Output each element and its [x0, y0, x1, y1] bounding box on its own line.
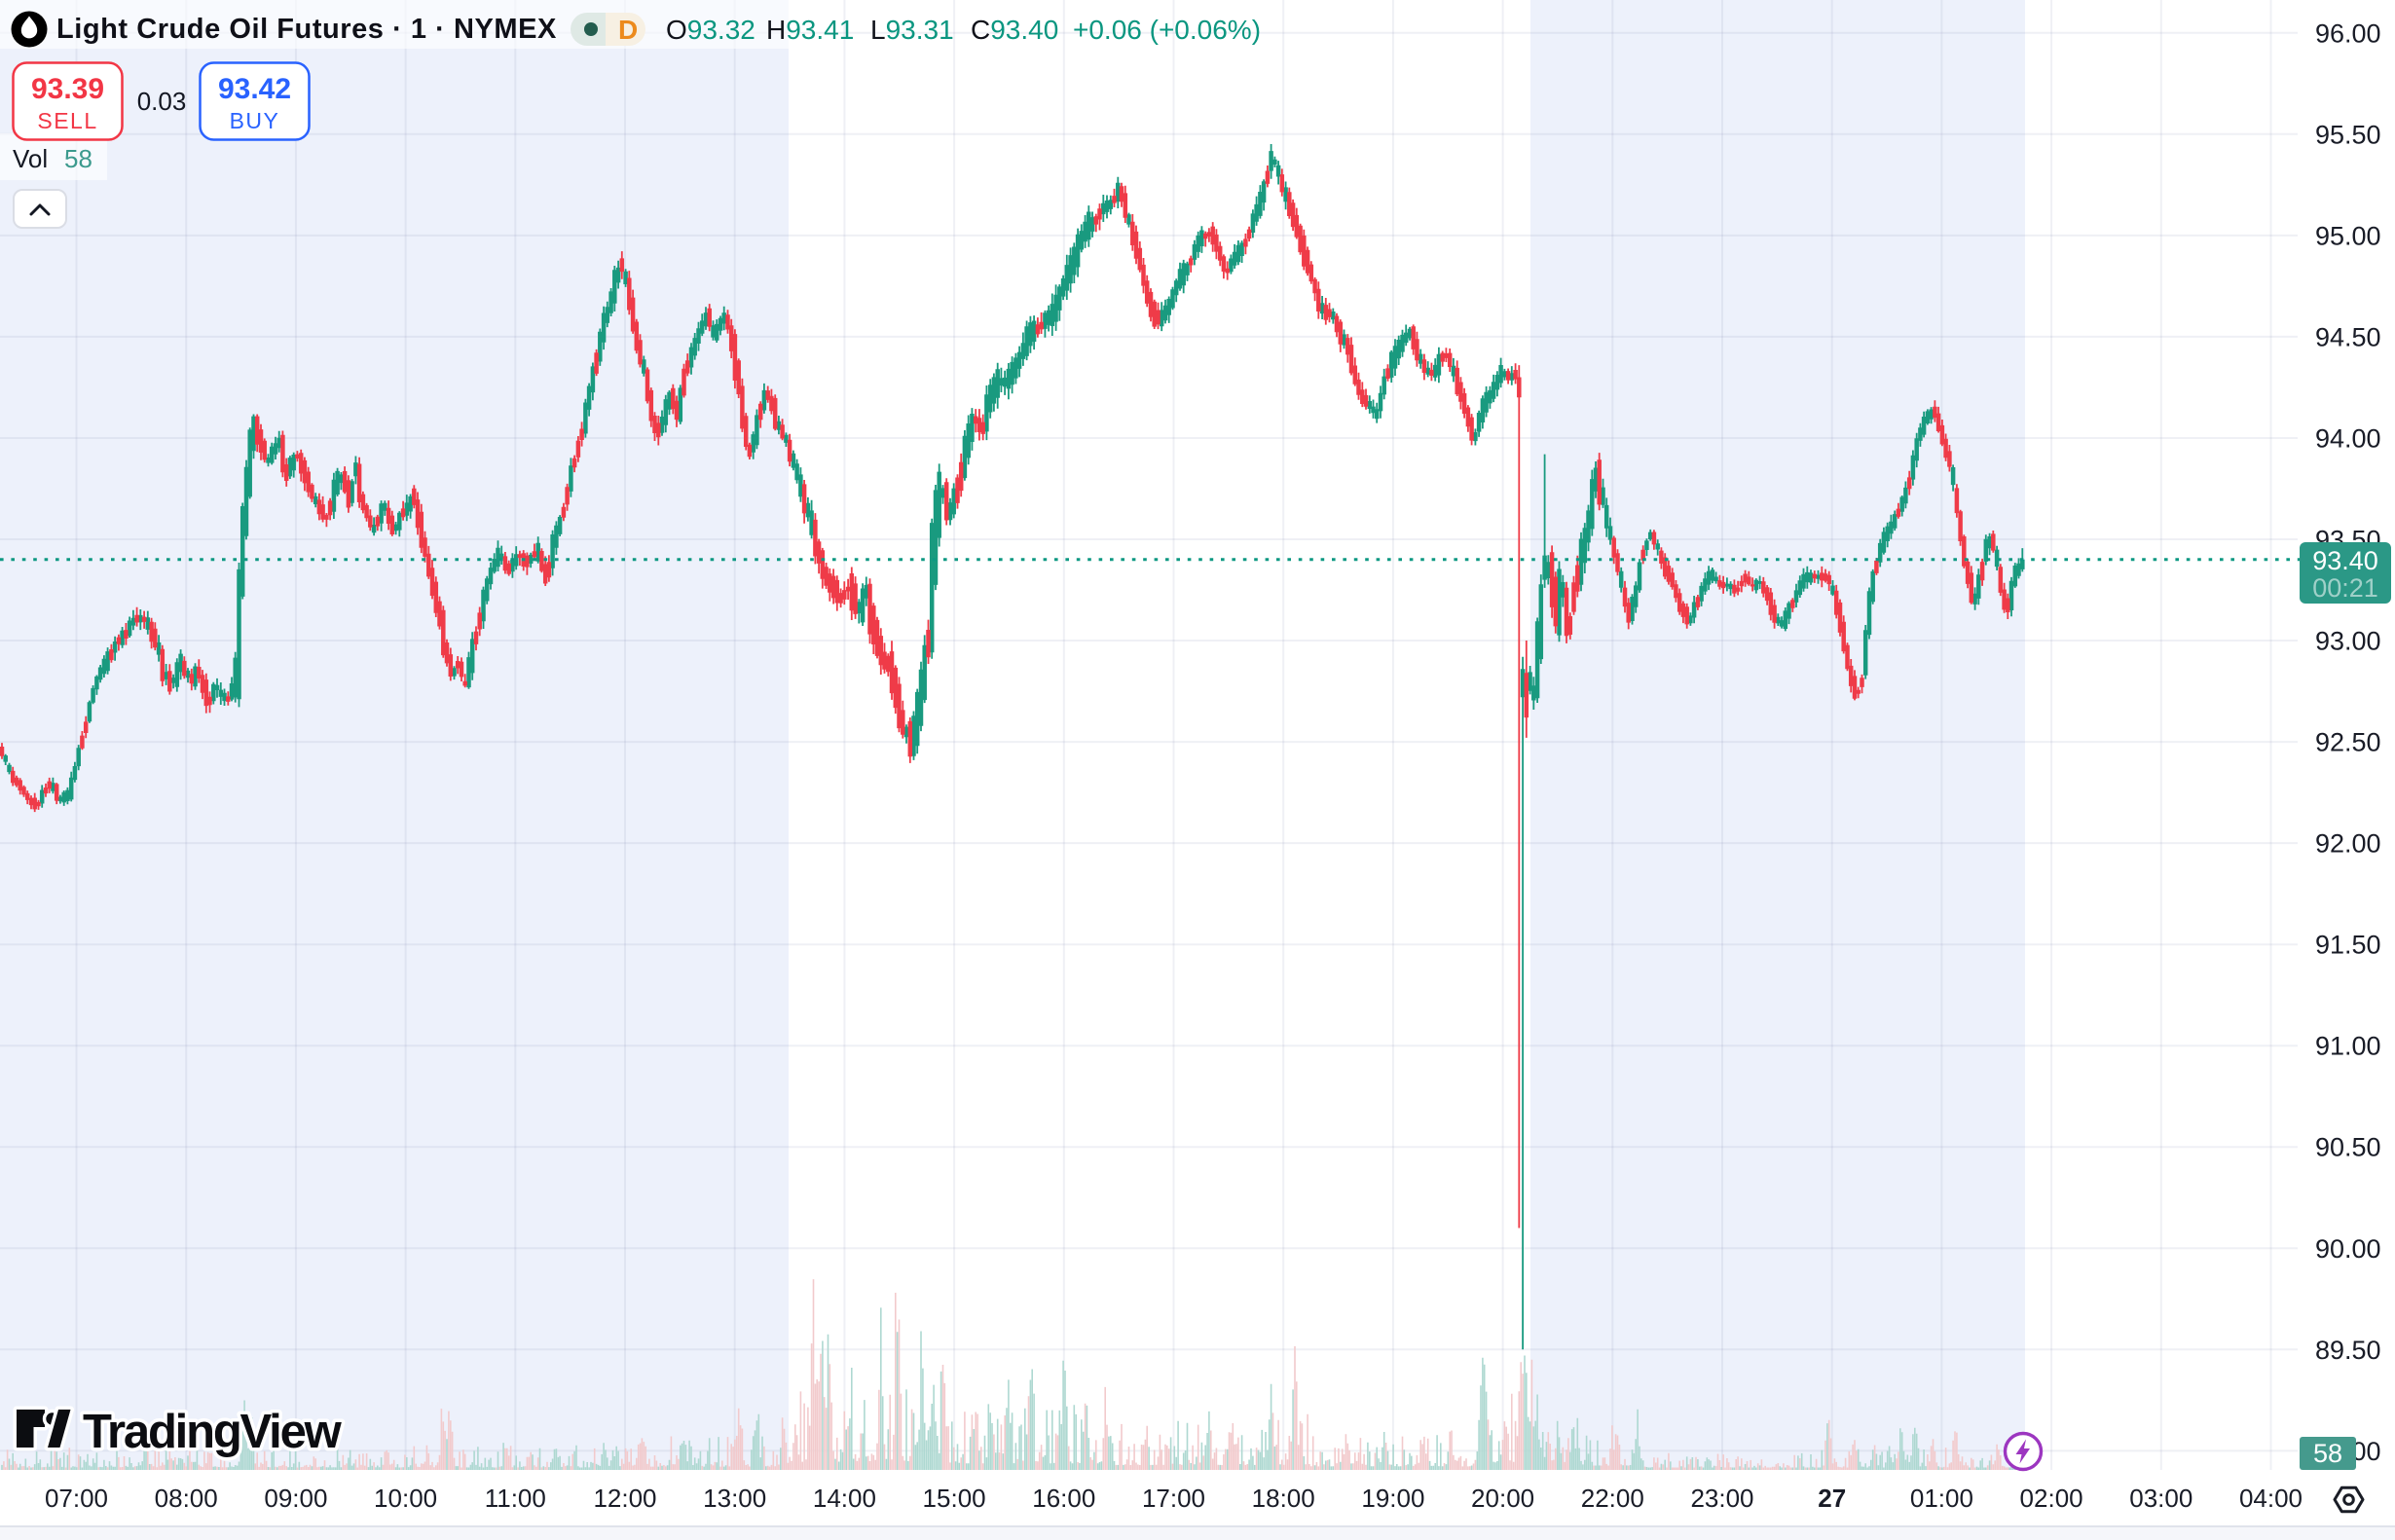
- svg-text:09:00: 09:00: [264, 1484, 327, 1513]
- svg-text:94.00: 94.00: [2315, 424, 2381, 454]
- svg-text:12:00: 12:00: [593, 1484, 656, 1513]
- svg-text:10:00: 10:00: [374, 1484, 437, 1513]
- svg-text:93.42: 93.42: [218, 73, 291, 105]
- svg-text:93.39: 93.39: [31, 73, 104, 105]
- svg-text:91.00: 91.00: [2315, 1032, 2381, 1061]
- svg-text:02:00: 02:00: [2020, 1484, 2083, 1513]
- svg-text:23:00: 23:00: [1690, 1484, 1753, 1513]
- svg-text:20:00: 20:00: [1471, 1484, 1534, 1513]
- svg-text:D: D: [618, 15, 638, 45]
- svg-text:94.50: 94.50: [2315, 322, 2381, 351]
- svg-text:22:00: 22:00: [1581, 1484, 1644, 1513]
- svg-text:95.50: 95.50: [2315, 120, 2381, 149]
- svg-text:BUY: BUY: [230, 108, 280, 133]
- svg-text:14:00: 14:00: [813, 1484, 876, 1513]
- svg-text:89.50: 89.50: [2315, 1336, 2381, 1365]
- svg-text:11:00: 11:00: [485, 1484, 546, 1513]
- svg-text:01:00: 01:00: [1910, 1484, 1973, 1513]
- svg-text:91.50: 91.50: [2315, 931, 2381, 960]
- svg-text:90.50: 90.50: [2315, 1133, 2381, 1162]
- svg-text:96.00: 96.00: [2315, 18, 2381, 48]
- svg-text:0.03: 0.03: [137, 87, 187, 116]
- svg-text:TradingView: TradingView: [83, 1406, 343, 1458]
- svg-text:08:00: 08:00: [155, 1484, 218, 1513]
- svg-text:18:00: 18:00: [1252, 1484, 1315, 1513]
- svg-text:07:00: 07:00: [45, 1484, 108, 1513]
- svg-text:13:00: 13:00: [703, 1484, 766, 1513]
- svg-text:58: 58: [64, 144, 92, 173]
- svg-text:17:00: 17:00: [1142, 1484, 1205, 1513]
- svg-text:03:00: 03:00: [2129, 1484, 2192, 1513]
- svg-text:92.00: 92.00: [2315, 829, 2381, 859]
- svg-text:16:00: 16:00: [1032, 1484, 1095, 1513]
- svg-text:93.40: 93.40: [2312, 546, 2378, 575]
- svg-text:15:00: 15:00: [923, 1484, 986, 1513]
- svg-text:27: 27: [1818, 1484, 1846, 1513]
- svg-text:04:00: 04:00: [2239, 1484, 2303, 1513]
- svg-text:19:00: 19:00: [1361, 1484, 1424, 1513]
- svg-text:93.00: 93.00: [2315, 627, 2381, 656]
- svg-text:92.50: 92.50: [2315, 728, 2381, 757]
- svg-text:58: 58: [2313, 1439, 2342, 1468]
- svg-text:90.00: 90.00: [2315, 1234, 2381, 1264]
- svg-text:Vol: Vol: [13, 144, 48, 173]
- svg-text:00:21: 00:21: [2312, 573, 2378, 603]
- svg-text:Light Crude Oil Futures · 1 ·: Light Crude Oil Futures · 1 · NYMEX: [56, 14, 557, 45]
- svg-text:SELL: SELL: [37, 108, 97, 133]
- svg-text:95.00: 95.00: [2315, 221, 2381, 250]
